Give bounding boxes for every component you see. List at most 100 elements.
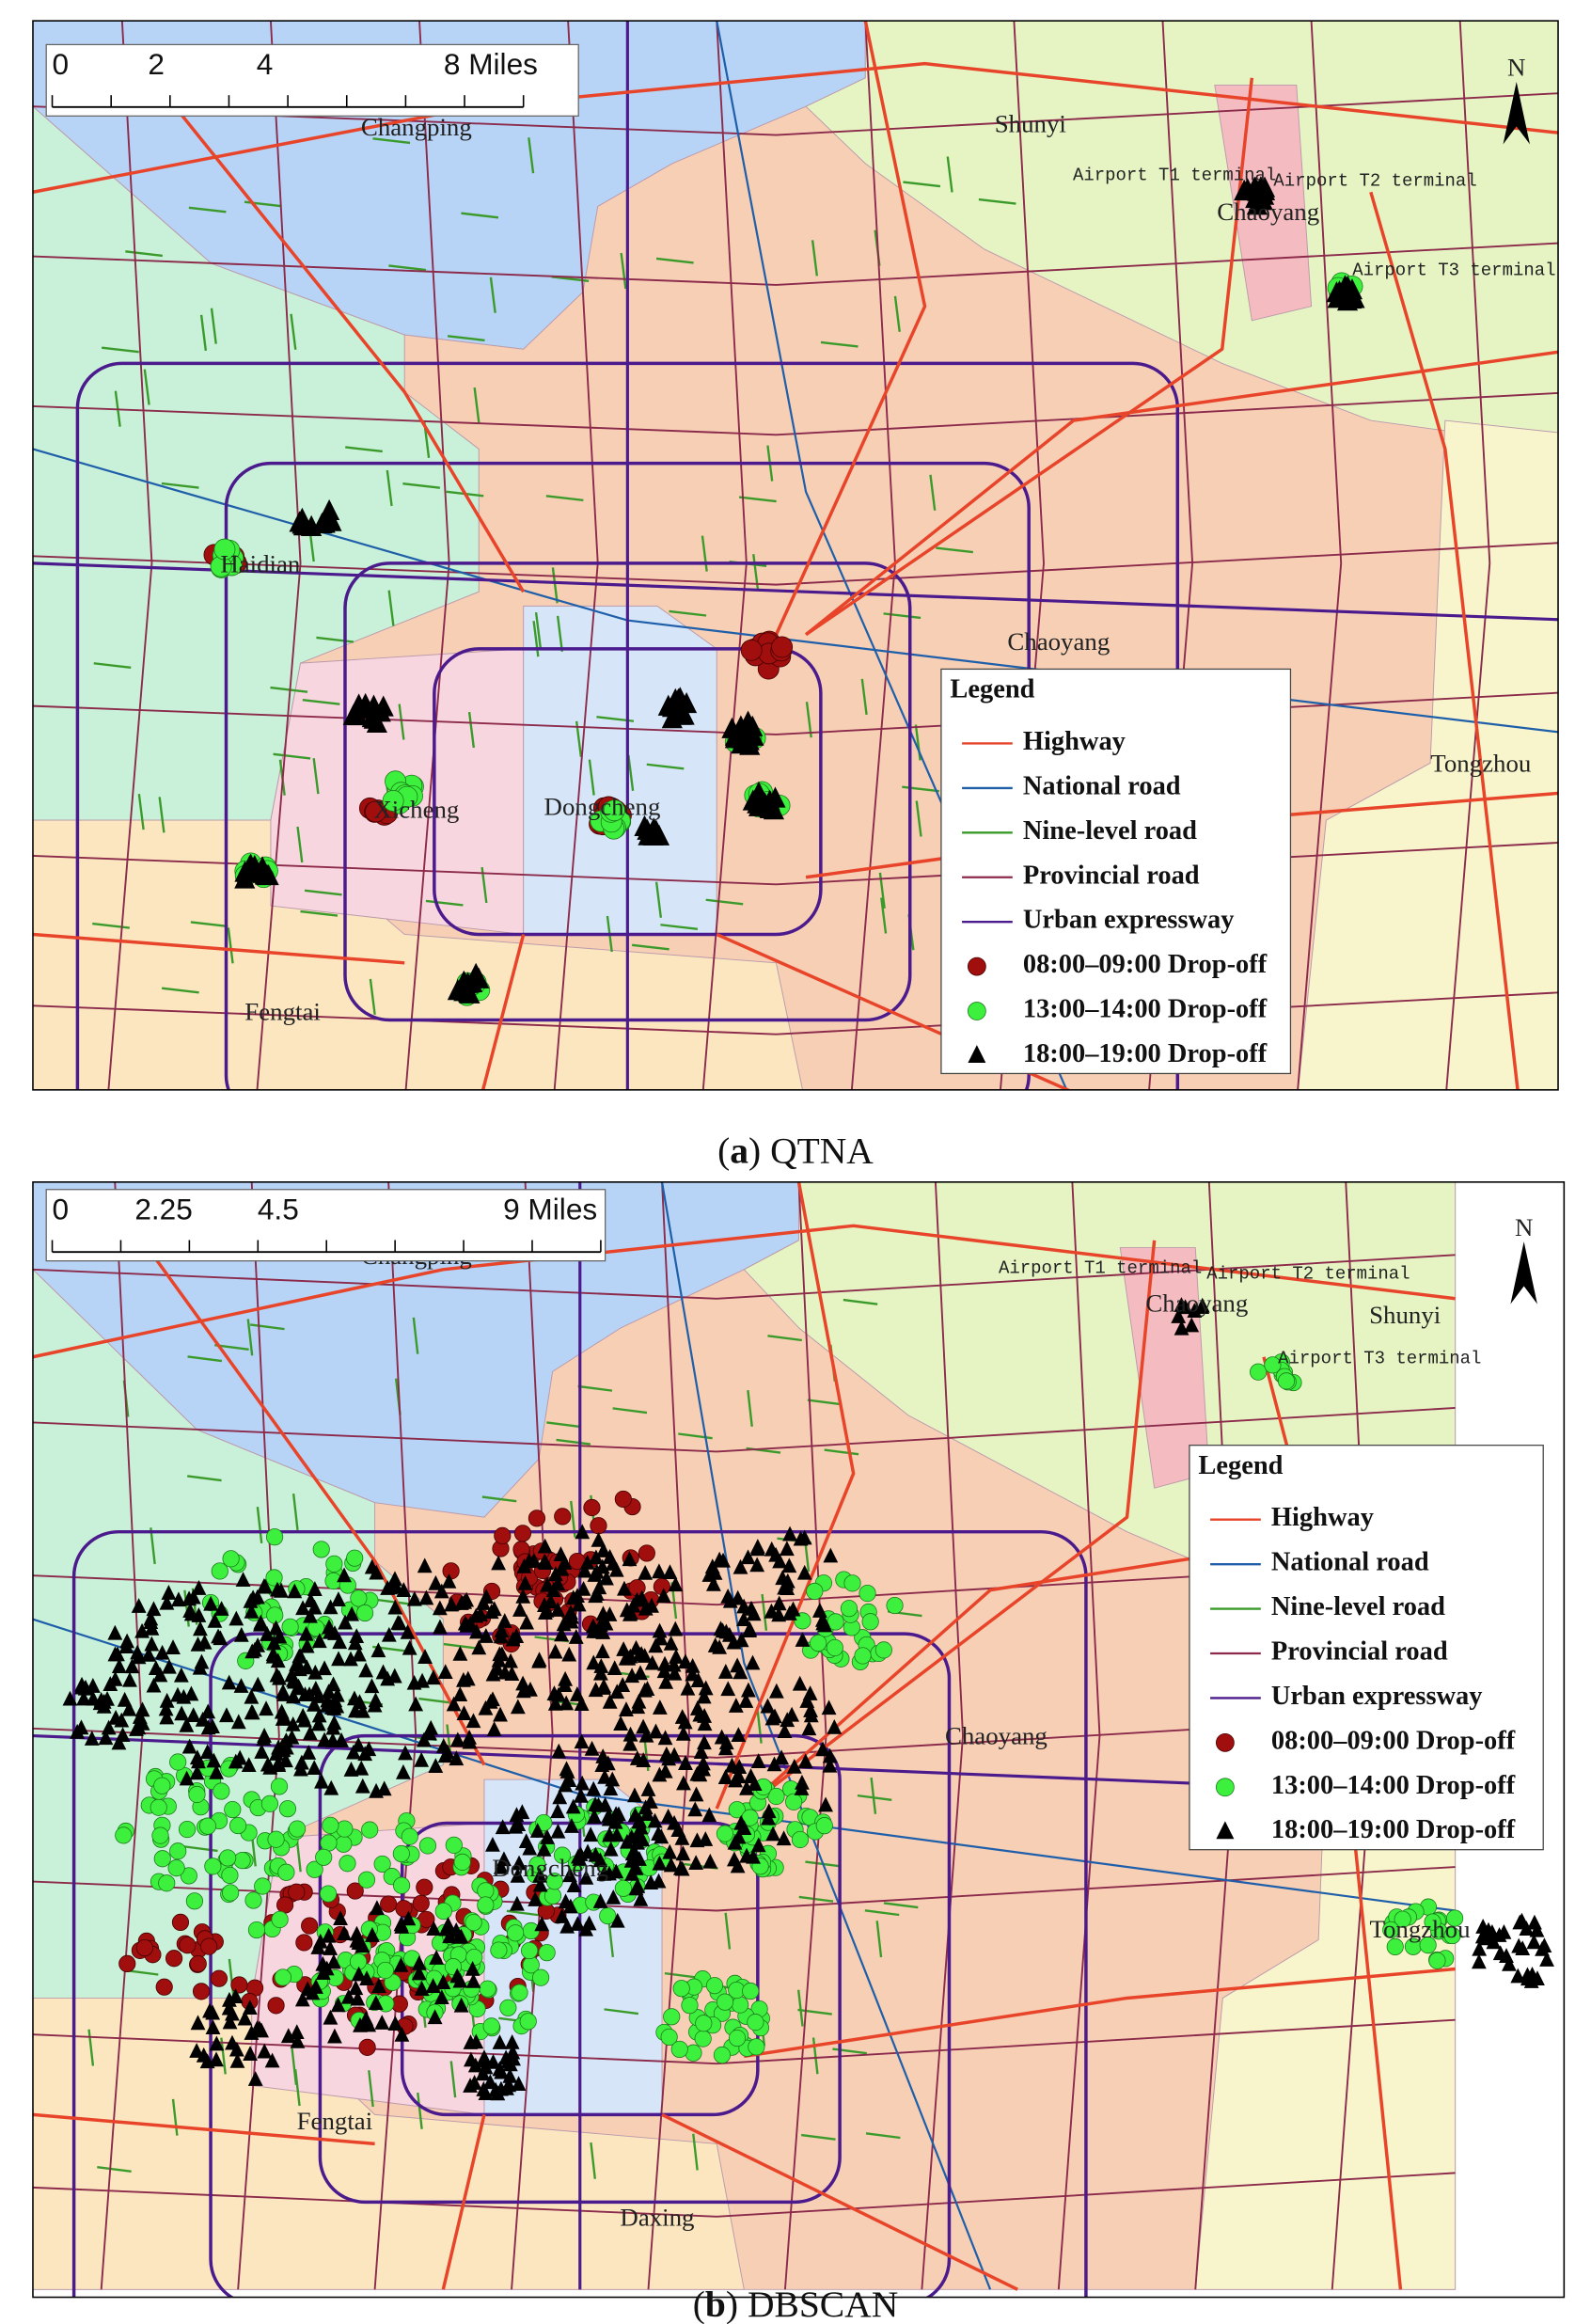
drop-off-18-19	[262, 1759, 278, 1775]
drop-off-08-09	[740, 639, 763, 661]
drop-off-13-14	[178, 1820, 197, 1839]
nine-level-road	[481, 1495, 517, 1503]
drop-off-18-19	[799, 1693, 815, 1708]
drop-off-18-19	[270, 1581, 285, 1597]
drop-off-18-19	[688, 1786, 704, 1802]
drop-off-18-19	[230, 1714, 246, 1730]
nine-level-road	[316, 636, 354, 643]
drop-off-18-19	[759, 796, 780, 818]
drop-off-18-19	[417, 1649, 433, 1664]
nine-level-road	[936, 546, 973, 554]
drop-off-18-19	[777, 1723, 793, 1739]
drop-off-18-19	[332, 1634, 348, 1650]
drop-off-18-19	[764, 1541, 780, 1557]
drop-off-13-14	[854, 1647, 872, 1665]
drop-off-18-19	[98, 1730, 114, 1746]
nine-level-road	[654, 881, 663, 918]
drop-off-18-19	[459, 1591, 475, 1607]
drop-off-18-19	[351, 1935, 367, 1950]
drop-off-18-19	[361, 705, 383, 728]
drop-off-18-19	[387, 2016, 403, 2031]
nine-level-road	[612, 1407, 648, 1415]
drop-off-18-19	[477, 2049, 492, 2065]
drop-off-18-19	[348, 1980, 364, 1996]
drop-off-18-19	[551, 1743, 567, 1759]
drop-off-18-19	[529, 1823, 545, 1838]
drop-off-18-19	[1502, 1955, 1517, 1971]
drop-off-18-19	[732, 1759, 748, 1774]
drop-off-18-19	[310, 1715, 326, 1731]
drop-off-18-19	[647, 1812, 663, 1828]
drop-off-18-19	[400, 1623, 416, 1639]
drop-off-18-19	[512, 1602, 528, 1617]
nine-level-road	[805, 702, 812, 738]
drop-off-18-19	[663, 1857, 679, 1873]
drop-off-18-19	[1474, 1928, 1490, 1944]
provincial-road	[32, 391, 1559, 436]
drop-off-18-19	[124, 1658, 140, 1674]
drop-off-08-09	[583, 1498, 601, 1517]
drop-off-18-19	[749, 1541, 765, 1557]
drop-off-13-14	[672, 1980, 690, 1998]
legend-label: National road	[1023, 771, 1181, 800]
drop-off-18-19	[465, 1972, 481, 1988]
drop-off-13-14	[151, 1826, 169, 1844]
drop-off-08-09	[179, 1937, 197, 1954]
drop-off-18-19	[225, 2005, 240, 2021]
drop-off-18-19	[661, 707, 683, 729]
place-label: Xicheng	[373, 796, 459, 824]
drop-off-18-19	[750, 1753, 766, 1768]
drop-off-18-19	[597, 1768, 613, 1784]
drop-off-18-19	[732, 1558, 748, 1574]
place-label: Airport T3 terminal	[1278, 1349, 1481, 1369]
nine-level-road	[551, 567, 559, 604]
panel-frame	[32, 20, 1559, 1091]
nine-level-road	[300, 909, 339, 917]
drop-off-08-09	[365, 800, 387, 823]
drop-off-18-19	[559, 1918, 575, 1934]
drop-off-18-19	[286, 1671, 301, 1687]
drop-off-18-19	[554, 1908, 570, 1923]
drop-off-18-19	[608, 1863, 624, 1879]
drop-off-18-19	[144, 1620, 160, 1636]
drop-off-18-19	[613, 1715, 629, 1731]
drop-off-13-14	[538, 1944, 556, 1962]
drop-off-18-19	[510, 1867, 526, 1883]
drop-off-18-19	[483, 1604, 499, 1620]
nine-level-road	[443, 1642, 479, 1650]
scale-label: 8 Miles	[444, 47, 538, 81]
drop-off-13-14	[169, 1842, 187, 1860]
nine-level-road	[372, 137, 411, 145]
drop-off-18-19	[478, 2059, 494, 2075]
drop-off-08-09	[276, 1896, 294, 1914]
drop-off-13-14	[465, 1948, 483, 1967]
nine-level-road	[93, 662, 132, 669]
drop-off-13-14	[861, 1613, 879, 1631]
drop-off-18-19	[254, 2022, 269, 2038]
place-label: Shunyi	[995, 110, 1066, 138]
legend-label: Urban expressway	[1271, 1682, 1483, 1711]
nine-level-road	[187, 1475, 222, 1482]
drop-off-18-19	[692, 1766, 708, 1782]
drop-off-13-14	[169, 1753, 187, 1771]
highway	[744, 1967, 1456, 2059]
drop-off-13-14	[815, 1817, 833, 1835]
drop-off-18-19	[343, 1762, 359, 1777]
drop-off-18-19	[462, 1733, 478, 1749]
drop-off-18-19	[347, 1702, 363, 1718]
drop-off-18-19	[1171, 1308, 1187, 1323]
legend-label: National road	[1271, 1548, 1429, 1577]
drop-off-18-19	[417, 1557, 433, 1573]
nine-level-road	[883, 612, 922, 620]
drop-off-13-14	[532, 1968, 550, 1986]
drop-off-18-19	[538, 1605, 553, 1620]
drop-off-08-09	[412, 1894, 430, 1912]
drop-off-13-14	[453, 1853, 471, 1871]
drop-off-13-14	[967, 1002, 986, 1020]
place-label: Chaoyang	[1007, 627, 1110, 656]
drop-off-18-19	[521, 1553, 537, 1569]
drop-off-18-19	[594, 1757, 610, 1773]
drop-off-13-14	[810, 1634, 827, 1652]
drop-off-18-19	[496, 1613, 512, 1628]
legend-box	[940, 668, 1292, 1075]
